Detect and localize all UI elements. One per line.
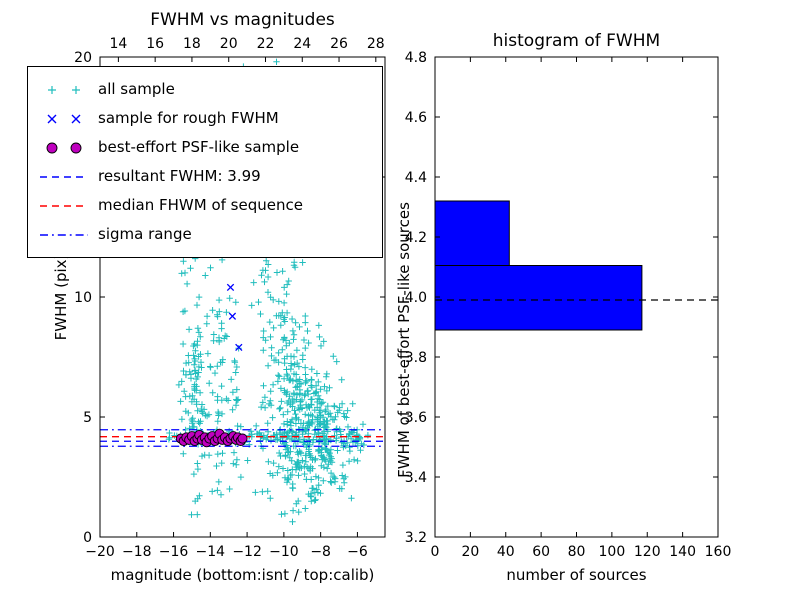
tick-label: 4.6 [405, 110, 427, 126]
tick-label: 80 [568, 544, 586, 560]
tick-label: 14 [109, 36, 127, 52]
legend-label: all sample [98, 80, 175, 98]
legend-entry: resultant FWHM: 3.99 [38, 162, 372, 191]
tick-label: 10 [74, 290, 92, 306]
tick-label: −10 [269, 544, 299, 560]
tick-label: −20 [85, 544, 115, 560]
tick-label: 4.4 [405, 170, 427, 186]
tick-label: 4.2 [405, 230, 427, 246]
tick-label: 40 [497, 544, 515, 560]
tick-label: 60 [532, 544, 550, 560]
tick-label: 24 [293, 36, 311, 52]
tick-label: −16 [159, 544, 189, 560]
tick-label: 0 [83, 530, 92, 546]
legend-entry: median FHWM of sequence [38, 191, 372, 220]
legend-marker-x-icon [47, 114, 81, 123]
left-yaxis-label: FWHM (pix) [52, 253, 70, 341]
tick-label: 4.8 [405, 50, 427, 66]
tick-label: −6 [347, 544, 368, 560]
legend-label: best-effort PSF-like sample [98, 138, 300, 156]
legend-marker-dashed-icon [40, 175, 88, 178]
legend-label: sigma range [98, 225, 192, 243]
legend-marker-circle-icon [46, 142, 82, 153]
tick-label: 3.6 [405, 410, 427, 426]
tick-label: 22 [257, 36, 275, 52]
legend-marker-dashed-icon [40, 204, 88, 207]
rough-fwhm-scatter [226, 283, 243, 352]
axis-ticks [99, 56, 719, 538]
scatter-plot-area [100, 58, 385, 525]
tick-label: 18 [183, 36, 201, 52]
legend-entry: sample for rough FWHM [38, 104, 372, 133]
tick-label: −12 [232, 544, 262, 560]
right-yaxis-label: FWHM of best-effort PSF-like sources [395, 202, 413, 478]
tick-label: 160 [705, 544, 732, 560]
tick-label: 3.8 [405, 350, 427, 366]
left-chart-title: FWHM vs magnitudes [150, 10, 335, 30]
tick-label: −18 [122, 544, 152, 560]
tick-label: 5 [83, 410, 92, 426]
left-xaxis-label: magnitude (bottom:isnt / top:calib) [110, 566, 375, 584]
tick-label: 20 [220, 36, 238, 52]
tick-label: 140 [669, 544, 696, 560]
histogram-plot-area [435, 200, 718, 331]
legend-marker-plus-icon [48, 85, 80, 94]
histogram-bar [435, 200, 510, 266]
legend-entry: all sample [38, 75, 372, 104]
tick-label: 100 [599, 544, 626, 560]
tick-label: −14 [196, 544, 226, 560]
tick-label: 3.4 [405, 470, 427, 486]
tick-label: 20 [74, 50, 92, 66]
legend: all sample sample for rough FWHM best-effo… [27, 66, 383, 258]
tick-label: 3.2 [405, 530, 427, 546]
tick-label: 28 [367, 36, 385, 52]
tick-label: 120 [634, 544, 661, 560]
tick-label: 16 [146, 36, 164, 52]
legend-label: sample for rough FWHM [98, 109, 279, 127]
tick-label: 0 [431, 544, 440, 560]
legend-label: median FHWM of sequence [98, 196, 303, 214]
tick-label: 26 [330, 36, 348, 52]
tick-label: −8 [310, 544, 331, 560]
histogram-bar [435, 265, 643, 331]
tick-label: 20 [461, 544, 479, 560]
tick-label: 4.0 [405, 290, 427, 306]
legend-entry: sigma range [38, 220, 372, 249]
legend-label: resultant FWHM: 3.99 [98, 167, 261, 185]
psf-sample-scatter [175, 428, 248, 448]
right-xaxis-label: number of sources [506, 566, 647, 584]
legend-entry: best-effort PSF-like sample [38, 133, 372, 162]
right-chart-title: histogram of FWHM [492, 31, 661, 51]
legend-marker-dashdot-icon [40, 233, 88, 236]
